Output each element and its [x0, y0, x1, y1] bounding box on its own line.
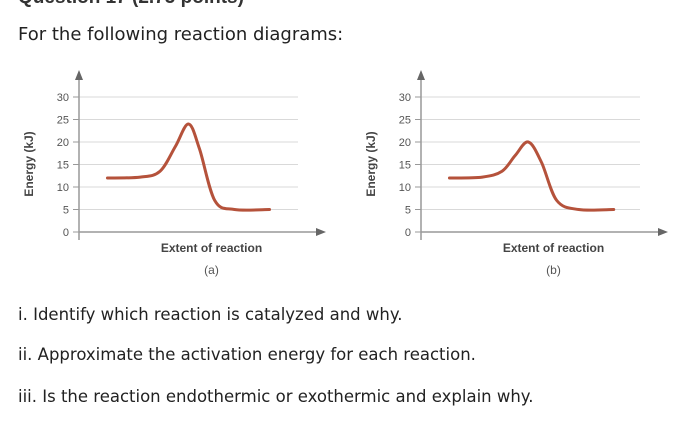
question-header: Question 17 (2.75 points)	[18, 0, 244, 9]
y-axis-label: Energy (kJ)	[22, 131, 36, 196]
y-axis-arrow-icon	[417, 70, 425, 80]
chart-caption: (b)	[546, 263, 561, 277]
intro-text: For the following reaction diagrams:	[18, 24, 344, 45]
y-tick-label: 15	[399, 160, 411, 172]
y-tick-label: 5	[405, 205, 411, 217]
y-tick-label: 0	[63, 227, 69, 239]
y-tick-label: 25	[57, 115, 69, 127]
question-iii: iii. Is the reaction endothermic or exot…	[18, 387, 534, 406]
question-ii: ii. Approximate the activation energy fo…	[18, 345, 476, 364]
x-axis-label: Extent of reaction	[161, 241, 262, 255]
y-tick-label: 20	[399, 137, 411, 149]
y-tick-label: 15	[57, 160, 69, 172]
y-axis-arrow-icon	[75, 70, 83, 80]
chart-a: 0 5 10 15 20 25 30 Extent of reaction (a) Energy …	[22, 70, 326, 277]
question-i: i. Identify which reaction is catalyzed …	[18, 305, 403, 324]
y-tick-label: 25	[399, 115, 411, 127]
y-tick-label: 10	[399, 182, 411, 194]
y-tick-label: 30	[57, 92, 69, 104]
x-axis-arrow-icon	[658, 228, 668, 236]
y-tick-label: 20	[57, 137, 69, 149]
chart-b: 0 5 10 15 20 25 30 Extent of reaction (b) Energy …	[364, 70, 668, 277]
y-tick-label: 30	[399, 92, 411, 104]
x-axis-label: Extent of reaction	[503, 241, 604, 255]
energy-curve	[105, 122, 272, 212]
y-tick-label: 5	[63, 205, 69, 217]
y-tick-label: 0	[405, 227, 411, 239]
y-tick-label: 10	[57, 182, 69, 194]
energy-curve	[447, 140, 616, 212]
x-axis-arrow-icon	[316, 228, 326, 236]
y-axis-label: Energy (kJ)	[364, 131, 378, 196]
chart-caption: (a)	[204, 263, 219, 277]
